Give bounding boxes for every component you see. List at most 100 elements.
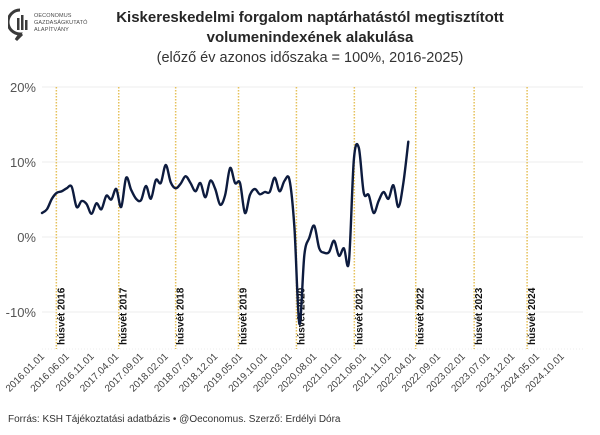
data-point [249, 194, 251, 196]
data-point [273, 177, 275, 179]
chart-subtitle: (előző év azonos időszaka = 100%, 2016-2… [156, 50, 464, 66]
easter-markers: húsvét 2016 húsvét 2017 húsvét 2018 húsvét … [55, 87, 538, 349]
data-point [214, 188, 216, 190]
easter-label: húsvét 2017 [119, 287, 130, 345]
easter-label: húsvét 2023 [474, 287, 485, 345]
data-point [189, 182, 191, 184]
data-point [397, 206, 399, 208]
data-point [353, 159, 355, 161]
easter-label: húsvét 2020 [296, 287, 307, 345]
y-tick-label: 20% [10, 80, 36, 95]
data-point [184, 175, 186, 177]
chart-title-line-1: Kiskereskedelmi forgalom naptárhatástól … [116, 9, 504, 26]
data-point [298, 323, 300, 325]
data-point [338, 255, 340, 257]
data-point [174, 187, 176, 189]
data-point [368, 194, 370, 196]
data-point [110, 198, 112, 200]
data-point [328, 251, 330, 253]
data-point [293, 227, 295, 229]
data-point [170, 181, 172, 183]
gridlines [42, 86, 583, 350]
data-point [358, 147, 360, 149]
data-point [402, 182, 404, 184]
data-point [308, 237, 310, 239]
data-point [234, 182, 236, 184]
data-point [130, 189, 132, 191]
data-point [95, 202, 97, 204]
data-point [135, 198, 137, 200]
data-point [150, 198, 152, 200]
data-point [80, 200, 82, 202]
data-point [254, 188, 256, 190]
chart-title-line-2: volumenindexének alakulása [206, 29, 414, 46]
data-point [179, 183, 181, 185]
data-point [219, 204, 221, 206]
data-point [160, 182, 162, 184]
y-tick-label: 0% [17, 230, 36, 245]
data-point [41, 212, 43, 214]
chart-title: Kiskereskedelmi forgalom naptárhatástól … [110, 8, 510, 48]
data-point [288, 179, 290, 181]
data-point [392, 184, 394, 186]
data-point [75, 206, 77, 208]
data-point [303, 254, 305, 256]
x-axis-ticks: 2016.01.012016.06.012016.11.012017.04.01… [4, 351, 567, 394]
data-point [51, 198, 53, 200]
data-point [333, 240, 335, 242]
data-point [239, 182, 241, 184]
data-point [125, 177, 127, 179]
data-point [155, 179, 157, 181]
data-point [348, 261, 350, 263]
logo-text: OECONOMUS GAZDASÁGKUTATÓ ALAPÍTVÁNY [34, 13, 87, 34]
data-point [85, 203, 87, 205]
y-tick-label: -10% [6, 305, 37, 320]
easter-label: húsvét 2021 [354, 287, 365, 345]
data-point [140, 199, 142, 201]
data-point [343, 247, 345, 249]
easter-label: húsvét 2019 [239, 287, 250, 345]
data-point [377, 200, 379, 202]
data-point [269, 191, 271, 193]
data-point [66, 187, 68, 189]
source-note: Forrás: KSH Tájékoztatási adatbázis • @O… [8, 414, 341, 425]
data-point [209, 180, 211, 182]
easter-label: húsvét 2016 [56, 287, 67, 345]
data-point [323, 252, 325, 254]
series-line [40, 140, 410, 326]
data-point [224, 194, 226, 196]
data-point [199, 182, 201, 184]
data-point [56, 192, 58, 194]
data-point [194, 190, 196, 192]
y-axis-ticks: 20% 10% 0% -10% [6, 80, 37, 320]
logo-mark-icon [6, 8, 28, 42]
data-point [278, 190, 280, 192]
logo-line-2: GAZDASÁGKUTATÓ [34, 20, 88, 26]
data-point [363, 192, 365, 194]
easter-label: húsvét 2024 [527, 287, 538, 345]
oeconomus-logo: OECONOMUS GAZDASÁGKUTATÓ ALAPÍTVÁNY [6, 8, 118, 48]
data-point [244, 212, 246, 214]
data-point [259, 193, 261, 195]
data-point [46, 208, 48, 210]
data-point [115, 188, 117, 190]
data-point [313, 225, 315, 227]
logo-line-1: OECONOMUS [34, 13, 72, 19]
data-point [387, 198, 389, 200]
data-point [100, 208, 102, 210]
data-point [105, 195, 107, 197]
data-point [372, 212, 374, 214]
easter-label: húsvét 2022 [416, 287, 427, 345]
easter-label: húsvét 2018 [176, 287, 187, 345]
logo-line-3: ALAPÍTVÁNY [34, 27, 69, 33]
data-point [145, 185, 147, 187]
data-point [283, 180, 285, 182]
data-point [318, 247, 320, 249]
data-point [61, 190, 63, 192]
data-point [71, 186, 73, 188]
line-chart: 20%10%0%-10% húsvét 2016 húsvét 2017 húsvé… [4, 80, 583, 395]
data-point [165, 164, 167, 166]
data-point [382, 191, 384, 193]
data-point [407, 141, 409, 143]
data-point [90, 213, 92, 215]
